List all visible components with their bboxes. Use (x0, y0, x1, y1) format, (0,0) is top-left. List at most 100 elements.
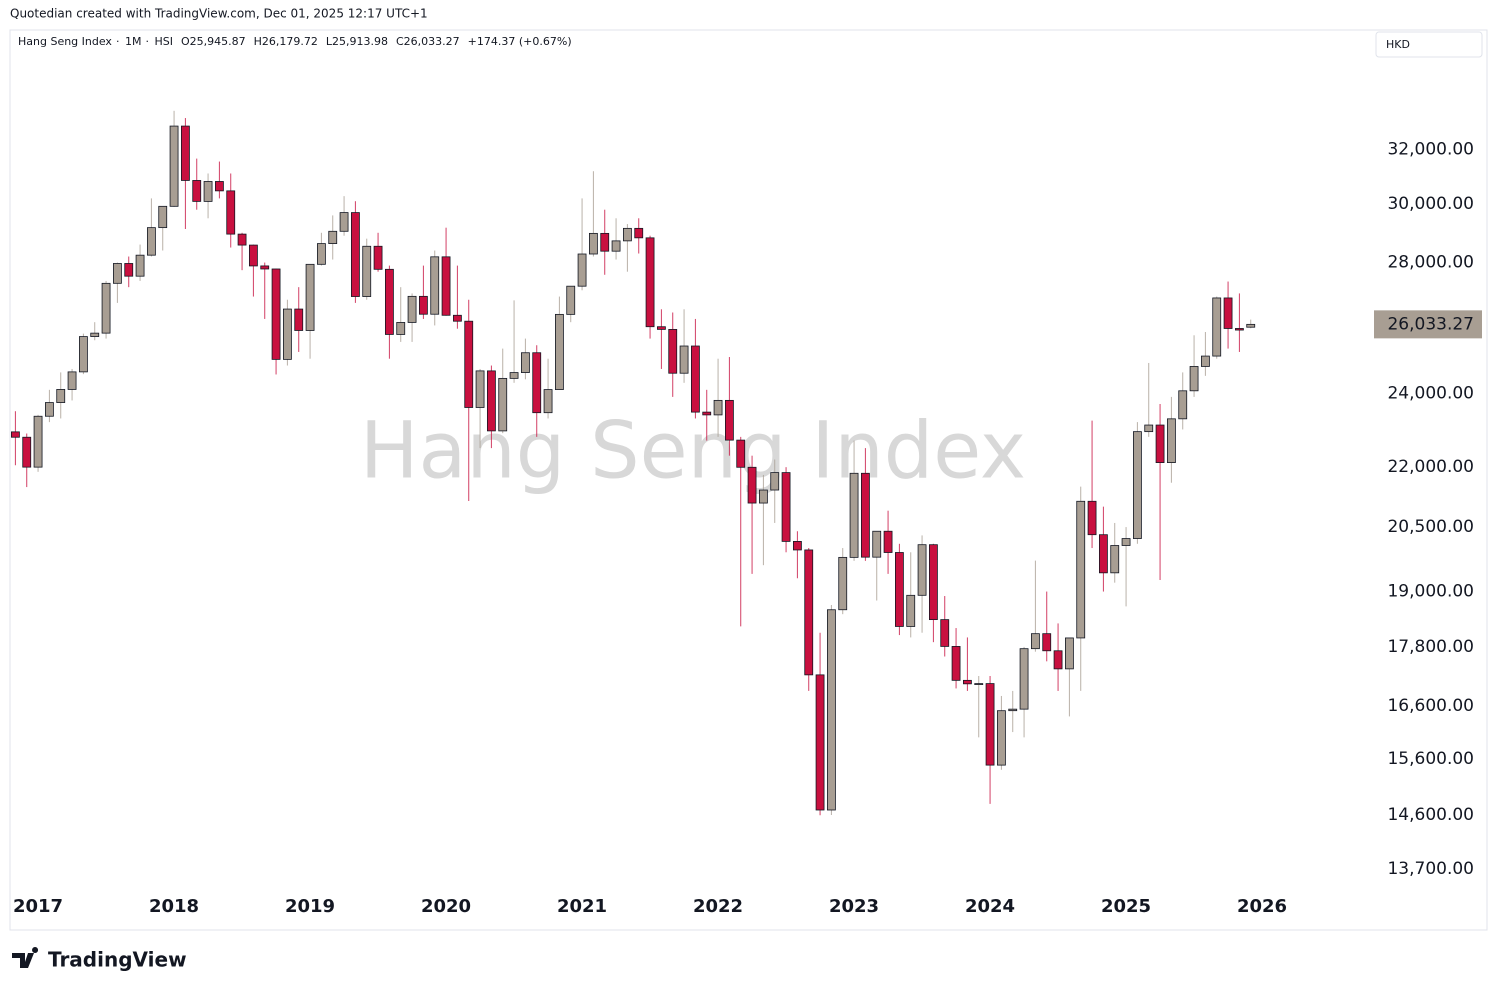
last-price-label: 26,033.27 (1387, 314, 1474, 334)
candle-body (747, 466, 757, 504)
candle-body (1178, 390, 1188, 420)
y-tick-label: 17,800.00 (1387, 637, 1474, 657)
candle-body (135, 254, 145, 277)
credit: Quotedian created with TradingView.com, … (10, 7, 428, 21)
candle-body (56, 389, 66, 403)
candle-body (1065, 637, 1074, 670)
header-text: L25,913.98 (326, 35, 388, 48)
candle-body (634, 227, 644, 239)
currency-box (1375, 31, 1483, 58)
y-tick-label: 22,000.00 (1387, 457, 1474, 477)
candle-body (305, 263, 315, 331)
candle-body (282, 308, 292, 360)
candle-body (486, 370, 496, 432)
y-tick-label: 14,600.00 (1387, 805, 1474, 825)
candle-body (1167, 418, 1176, 463)
candle-body (180, 125, 190, 181)
x-tick-label: 2022 (693, 896, 743, 917)
candle-body (464, 320, 474, 408)
currency: HKD (1386, 38, 1410, 51)
candle-body (759, 489, 768, 504)
x-tick-label: 2017 (13, 896, 63, 917)
candle-body (373, 245, 383, 270)
y-tick-label: 15,600.00 (1387, 749, 1474, 769)
candle-body (611, 240, 621, 252)
candle-body (838, 556, 848, 611)
last-price-box (1374, 310, 1482, 339)
logo (12, 947, 39, 968)
candle-body (271, 268, 281, 360)
x-tick-label: 2019 (285, 896, 335, 917)
candle-body (781, 472, 791, 542)
candle-body (362, 245, 372, 297)
candle-body (10, 431, 20, 438)
candle-body (645, 237, 655, 328)
candle-body (192, 180, 202, 202)
candle-body (509, 372, 519, 379)
y-tick-label: 24,000.00 (1387, 383, 1474, 403)
x-tick-label: 2023 (829, 896, 879, 917)
header-text: 1M (125, 35, 142, 48)
candle-body (555, 313, 564, 390)
candle-body (906, 594, 916, 627)
candle-body (1144, 424, 1154, 433)
candle-body (974, 683, 984, 685)
candle-body (804, 549, 814, 676)
candle-body (90, 332, 100, 337)
watermark: Hang Seng Index (360, 406, 1026, 496)
candle-body (203, 181, 213, 202)
candle-body (883, 530, 893, 553)
x-tick-label: 2018 (149, 896, 199, 917)
candle-body (736, 439, 746, 468)
candle-body (316, 243, 326, 265)
candle-body (963, 679, 972, 685)
header-text: HSI (154, 35, 173, 48)
y-tick-label: 16,600.00 (1387, 696, 1474, 716)
candle-body (691, 345, 700, 413)
candle-body (702, 411, 712, 416)
candle-body (521, 352, 530, 373)
candle-body (1031, 633, 1040, 650)
candle-body (475, 370, 485, 408)
candle-body (668, 328, 678, 374)
candle-body (770, 472, 780, 491)
candle-body (1212, 297, 1222, 357)
y-tick-label: 30,000.00 (1387, 194, 1474, 214)
candle-body (1053, 650, 1063, 670)
y-tick-label: 20,500.00 (1387, 517, 1474, 537)
candle-body (384, 268, 394, 335)
candle-body (396, 322, 406, 335)
candle-body (1246, 323, 1256, 328)
candle-body (872, 530, 882, 558)
candle-body (418, 295, 428, 315)
candle-body (623, 227, 632, 242)
pane-border (9, 29, 1488, 931)
candle-body (815, 674, 825, 811)
candle-body (158, 205, 168, 229)
candle-body (577, 253, 587, 287)
candle-body (452, 314, 462, 322)
candle-body (1189, 366, 1199, 392)
header-text: C26,033.27 (396, 35, 460, 48)
candle-body (113, 263, 122, 284)
candle-body (248, 244, 258, 267)
candle-body (350, 212, 360, 297)
candle-body (566, 285, 576, 315)
candle-body (1201, 355, 1210, 367)
candle-body (339, 212, 349, 232)
candle-body (430, 256, 440, 315)
candle-body (1155, 424, 1165, 463)
candle-body (226, 190, 236, 235)
candle-body (940, 619, 950, 647)
sep: · (145, 35, 149, 48)
candle-body (827, 609, 836, 811)
header: Hang Seng Index · 1M · HSI O25,945.87 H26,179.… (18, 35, 572, 48)
candle-body (543, 389, 553, 414)
candle-body (1223, 297, 1233, 329)
candle-body (532, 352, 542, 414)
candle-body (589, 232, 598, 255)
candle-body (985, 683, 995, 766)
candle-body (1019, 648, 1029, 710)
